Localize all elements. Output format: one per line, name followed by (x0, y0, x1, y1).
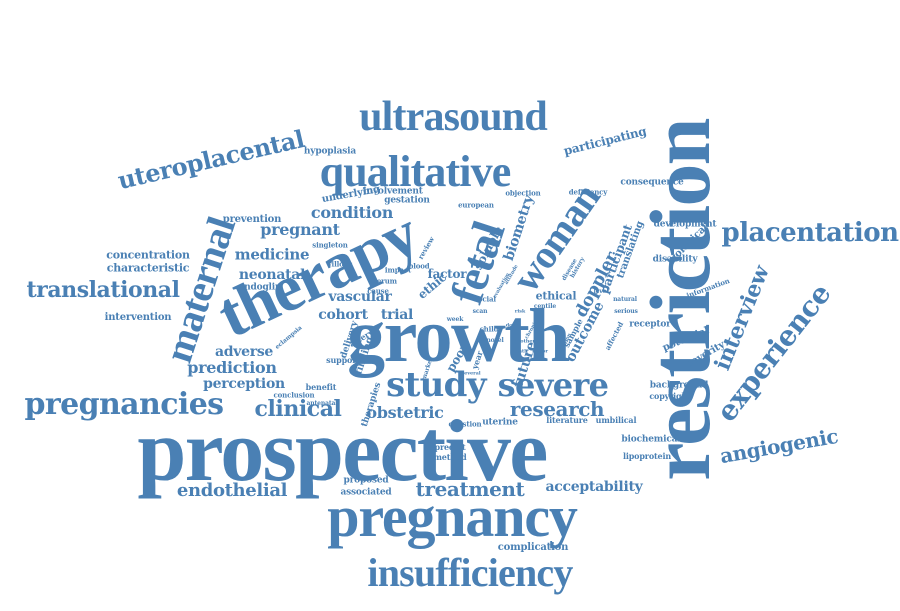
word-prediction: prediction (187, 358, 277, 377)
word-european: european (458, 200, 494, 210)
word-endothelial: endothelial (176, 480, 288, 501)
word-severe: severe (497, 366, 609, 404)
word-serious: serious (614, 308, 638, 315)
word-mother: mother (515, 338, 535, 345)
word-conclusion: conclusion (273, 390, 315, 400)
word-consequence: consequence (620, 177, 684, 188)
word-qualitative: qualitative (319, 147, 512, 196)
word-novel: novel (486, 337, 504, 344)
word-characteristic: characteristic (106, 261, 190, 275)
word-study: study (386, 365, 486, 405)
word-social: social (474, 294, 496, 304)
word-clinical: clinical (254, 396, 342, 422)
word-growth: growth (347, 294, 570, 378)
word-condition: condition (310, 203, 394, 222)
word-complication: complication (497, 542, 569, 553)
word-method: method (433, 452, 467, 462)
word-angiogenic: angiogenic (718, 423, 840, 469)
word-insufficiency: insufficiency (367, 550, 573, 595)
word-associated: associated (340, 487, 392, 498)
word-proposed: proposed (343, 475, 389, 486)
word-ethical: ethical (535, 289, 577, 303)
word-dose: dose (505, 322, 519, 329)
word-scan: scan (472, 308, 488, 315)
word-affected: affected (602, 320, 626, 352)
word-natural: natural (613, 296, 637, 303)
word-question: question (448, 419, 482, 429)
word-villous: villous (327, 259, 353, 269)
word-several: several (461, 370, 481, 377)
word-risk: risk (514, 308, 526, 315)
word-ultrasound: ultrasound (359, 94, 548, 140)
word-receptor: receptor (629, 319, 671, 330)
word-development: development (653, 219, 717, 230)
word-perception: perception (203, 376, 285, 392)
word-prospective: prospective (137, 403, 548, 500)
word-objection: objection (505, 188, 541, 198)
word-major: major (532, 348, 548, 355)
word-cohort: cohort (318, 307, 368, 323)
word-medicine: medicine (234, 245, 310, 264)
word-adverse: adverse (214, 344, 274, 360)
word-acceptability: acceptability (545, 479, 643, 495)
word-intervention: intervention (104, 312, 172, 323)
word-support: support (326, 355, 360, 365)
word-endoglin: endoglin (238, 282, 282, 293)
word-disability: disability (652, 254, 698, 265)
word-umbilical: umbilical (595, 415, 637, 425)
word-obstetric: obstetric (366, 403, 444, 422)
word-blood: blood (408, 261, 430, 271)
word-pregnancy: pregnancy (327, 484, 578, 549)
word-restriction: restriction (632, 119, 728, 481)
word-prevention: prevention (222, 214, 282, 225)
word-deficiency: deficiency (568, 187, 608, 197)
word-antenatal: antenatal (306, 400, 338, 407)
word-gestation: gestation (384, 195, 430, 206)
word-copyright: copyright (649, 391, 691, 401)
word-review: review (415, 235, 437, 261)
word-child: child (479, 324, 499, 334)
word-neonatal: neonatal (238, 267, 306, 283)
word-treatment: treatment (415, 477, 525, 501)
word-pregnant: pregnant (260, 220, 340, 239)
word-lipoprotein: lipoprotein (622, 451, 672, 461)
word-cause: cause (367, 286, 389, 296)
word-pregnancies: pregnancies (24, 387, 225, 422)
word-serum: serum (373, 276, 397, 286)
word-predict: predict (434, 442, 466, 452)
word-placentation: placentation (721, 218, 899, 248)
word-biochemical: biochemical (621, 434, 681, 445)
word-literature: literature (546, 415, 588, 425)
word-background: background (649, 380, 709, 391)
word-centile: centile (533, 303, 557, 310)
word-hypoplasia: hypoplasia (303, 146, 357, 157)
word-impact: impact (384, 265, 412, 275)
word-death: death (512, 348, 528, 355)
word-level: level (593, 288, 609, 295)
word-uterine: uterine (482, 417, 518, 428)
word-vascular: vascular (328, 289, 392, 305)
word-singleton: singleton (312, 240, 348, 250)
word-week: week (446, 316, 464, 323)
word-concentration: concentration (106, 248, 190, 262)
word-involvement: involvement (363, 186, 423, 197)
word-translational: translational (26, 277, 180, 303)
word-research: research (509, 397, 605, 421)
word-benefit: benefit (305, 382, 337, 392)
word-trial: trial (380, 307, 414, 323)
word-factor: factor (427, 267, 467, 281)
word-uteroplacental: uteroplacental (114, 123, 307, 196)
